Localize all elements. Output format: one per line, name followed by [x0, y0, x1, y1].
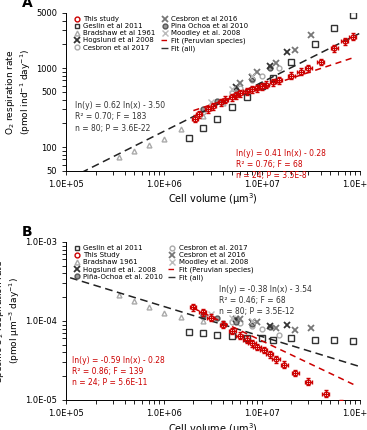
- Text: A: A: [22, 0, 33, 10]
- Legend: Geslin et al 2011, This Study, Bradshaw 1961, Hogslund et al. 2008, Piña-Ochoa e: Geslin et al 2011, This Study, Bradshaw …: [72, 246, 253, 281]
- Text: B: B: [22, 225, 33, 239]
- Text: ln(y) = -0.59 ln(x) - 0.28
R² = 0.86; F = 139
n = 24; P = 5.6E-11: ln(y) = -0.59 ln(x) - 0.28 R² = 0.86; F …: [72, 356, 165, 387]
- Text: ln(y) = 0.41 ln(x) - 0.28
R² = 0.76; F = 68
n = 24; P = 3.5E-8: ln(y) = 0.41 ln(x) - 0.28 R² = 0.76; F =…: [236, 149, 326, 180]
- Y-axis label: O$_2$ respiration rate
(pmol ind$^{-1}$ day$^{-1}$): O$_2$ respiration rate (pmol ind$^{-1}$ …: [4, 49, 33, 135]
- Legend: This study, Geslin et al 2011, Bradshaw et al 1961, Hogslund et al 2008, Cesbron: This study, Geslin et al 2011, Bradshaw …: [72, 16, 248, 52]
- X-axis label: Cell volume (μm$^3$): Cell volume (μm$^3$): [168, 421, 258, 430]
- Text: ln(y) = -0.38 ln(x) - 3.54
R² = 0.46; F = 68
n = 80; P = 3.5E-12: ln(y) = -0.38 ln(x) - 3.54 R² = 0.46; F …: [219, 285, 312, 316]
- X-axis label: Cell volume (μm$^3$): Cell volume (μm$^3$): [168, 192, 258, 207]
- Text: ln(y) = 0.62 ln(x) - 3.50
R² = 0.70; F = 183
n = 80; P = 3.6E-22: ln(y) = 0.62 ln(x) - 3.50 R² = 0.70; F =…: [75, 101, 165, 132]
- Y-axis label: Specific O$_2$ respiration rate
(pmol μm$^{-3}$ day$^{-1}$): Specific O$_2$ respiration rate (pmol μm…: [0, 259, 22, 383]
